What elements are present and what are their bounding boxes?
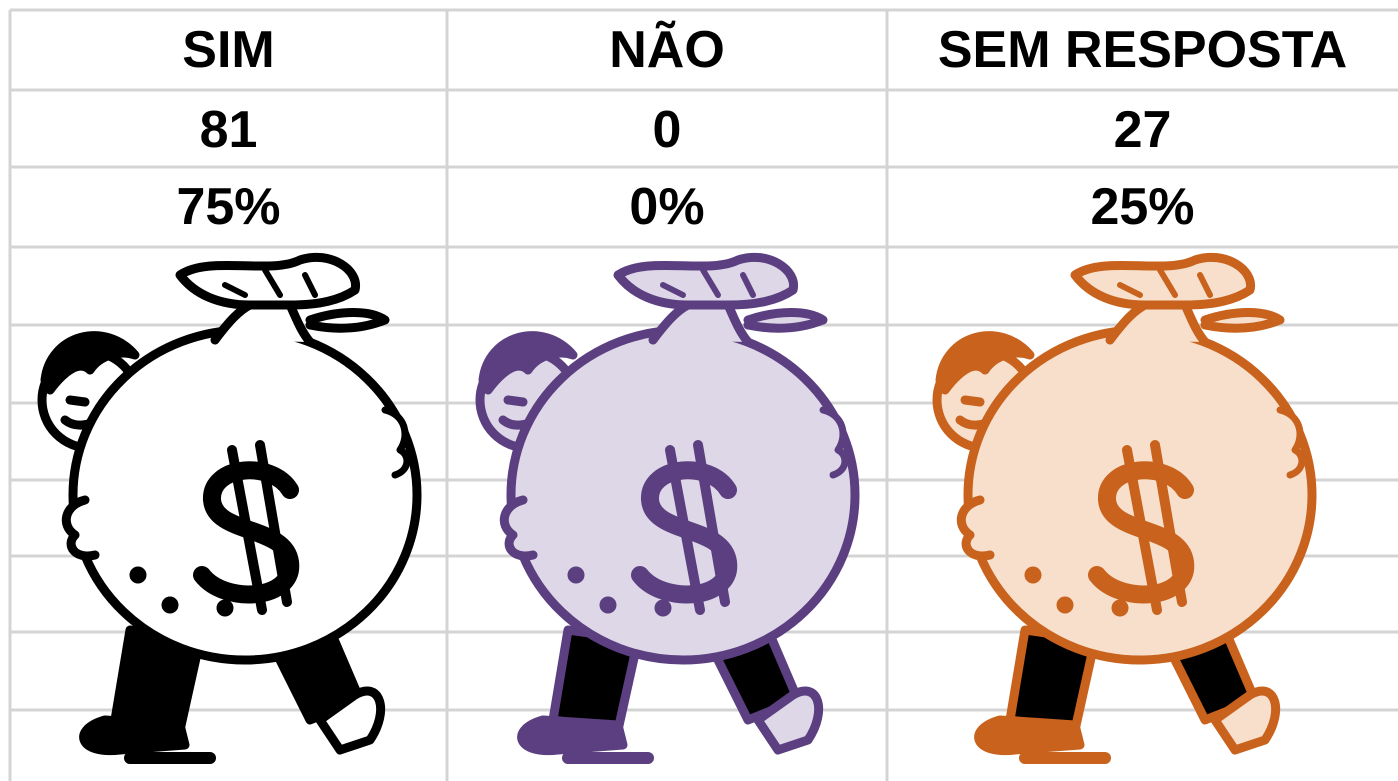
page: {"table": {"header": ["SIM", "NÃO", "SEM… xyxy=(0,0,1398,781)
header-cell: SEM RESPOSTA xyxy=(887,24,1398,76)
percent-cell: 75% xyxy=(10,181,447,233)
header-cell: NÃO xyxy=(447,24,887,76)
count-cell: 27 xyxy=(887,104,1398,156)
header-cell: SIM xyxy=(10,24,447,76)
percent-cell: 0% xyxy=(447,181,887,233)
count-cell: 0 xyxy=(447,104,887,156)
count-cell: 81 xyxy=(10,104,447,156)
percent-cell: 25% xyxy=(887,181,1398,233)
money-bag-illustration xyxy=(42,257,417,758)
money-bag-illustration xyxy=(937,257,1312,758)
money-bag-illustration xyxy=(480,257,855,758)
